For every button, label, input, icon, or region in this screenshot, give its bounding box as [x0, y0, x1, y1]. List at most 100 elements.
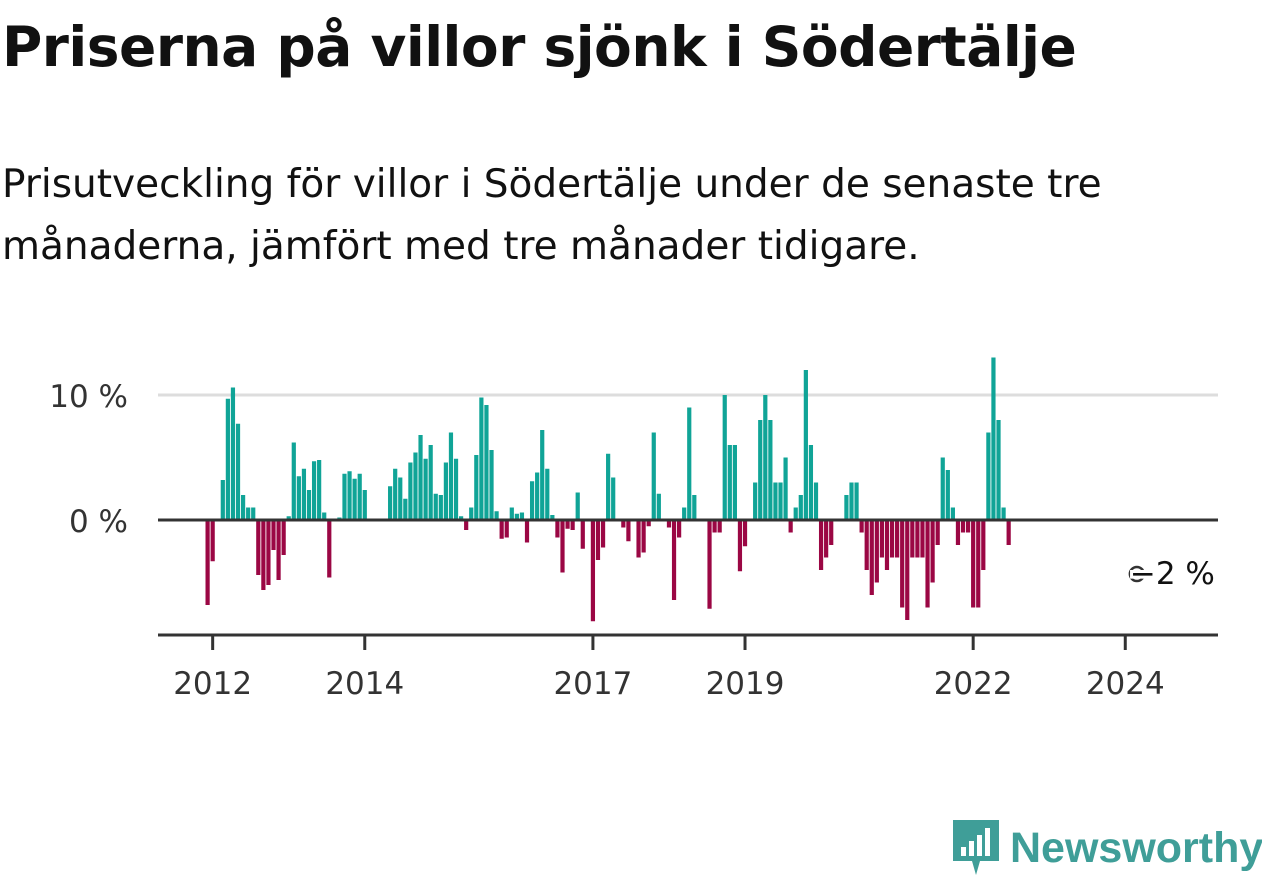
- bar-14: [276, 520, 281, 580]
- bar-41: [413, 452, 418, 520]
- bar-11: [261, 520, 266, 590]
- bar-57: [494, 511, 499, 520]
- bar-109: [758, 420, 763, 520]
- bar-94: [682, 507, 687, 520]
- bar-48: [448, 432, 454, 520]
- bar-0: [205, 520, 210, 605]
- bar-37: [393, 468, 398, 520]
- bar-56: [489, 450, 494, 520]
- bar-62: [519, 512, 525, 520]
- bar-17: [291, 442, 296, 520]
- bar-30: [357, 473, 362, 520]
- bar-144: [935, 520, 940, 545]
- bar-142: [925, 520, 930, 608]
- bar-19: [301, 468, 307, 520]
- bar-18: [296, 476, 301, 520]
- bar-88: [651, 432, 656, 520]
- bar-chart-speech-bubble-icon: [953, 820, 999, 875]
- bar-15: [281, 520, 286, 555]
- bar-28: [347, 471, 352, 520]
- annotation-group: −2 %: [1127, 553, 1218, 595]
- bar-79: [606, 453, 611, 520]
- bar-52: [469, 507, 474, 520]
- bar-85: [636, 520, 641, 558]
- bar-29: [352, 478, 357, 520]
- bar-91: [666, 520, 672, 528]
- bar-77: [595, 520, 601, 560]
- bar-105: [737, 520, 743, 572]
- bar-101: [717, 520, 722, 533]
- bar-83: [626, 520, 631, 542]
- bar-150: [966, 520, 971, 533]
- bar-152: [976, 520, 981, 608]
- bar-130: [864, 520, 869, 570]
- bar-114: [783, 457, 788, 520]
- bar-138: [905, 520, 910, 620]
- bar-5: [230, 387, 236, 520]
- bar-23: [322, 512, 327, 520]
- bar-54: [479, 397, 484, 520]
- bar-80: [611, 477, 616, 520]
- bar-16: [286, 516, 291, 520]
- axes: [158, 518, 1218, 650]
- bar-72: [570, 520, 575, 530]
- bars: [205, 357, 1011, 622]
- bar-44: [428, 445, 433, 520]
- annotation-marker: [1128, 565, 1146, 583]
- x-tick-label-2017: 2017: [553, 666, 632, 702]
- bar-110: [763, 395, 768, 520]
- bar-67: [545, 468, 550, 520]
- bar-140: [915, 520, 920, 558]
- bar-60: [509, 507, 514, 520]
- bar-95: [687, 407, 692, 520]
- bar-4: [225, 398, 230, 520]
- bar-154: [986, 432, 991, 520]
- bar-51: [464, 520, 469, 530]
- bar-93: [677, 520, 682, 538]
- x-tick-label-2019: 2019: [706, 666, 785, 702]
- bar-149: [960, 520, 966, 533]
- bar-9: [251, 507, 256, 520]
- bar-87: [646, 520, 651, 527]
- bar-78: [600, 520, 606, 548]
- x-tick-label-2022: 2022: [934, 666, 1013, 702]
- bar-104: [732, 445, 737, 520]
- bar-22: [317, 460, 322, 520]
- bar-96: [692, 495, 697, 520]
- brand-name: Newsworthy: [1010, 823, 1262, 872]
- bar-157: [1001, 507, 1006, 520]
- bar-31: [362, 490, 367, 520]
- bar-39: [403, 498, 408, 520]
- bar-121: [818, 520, 824, 570]
- bar-111: [768, 420, 773, 520]
- bar-148: [955, 520, 961, 545]
- bar-46: [438, 495, 443, 520]
- bar-122: [824, 520, 829, 558]
- bar-45: [433, 493, 438, 520]
- bar-134: [884, 520, 890, 570]
- bar-120: [813, 482, 819, 520]
- annotation-label: −2 %: [1130, 556, 1215, 592]
- y-tick-label-10: 10 %: [49, 379, 128, 415]
- bar-132: [874, 520, 879, 583]
- bar-153: [981, 520, 986, 570]
- bar-13: [271, 520, 276, 550]
- bar-76: [590, 520, 596, 622]
- bar-70: [560, 520, 565, 573]
- bar-145: [940, 457, 945, 520]
- bar-119: [808, 445, 814, 520]
- bar-59: [504, 520, 509, 538]
- bar-61: [514, 513, 519, 520]
- bar-58: [499, 520, 504, 539]
- bar-40: [408, 462, 413, 520]
- bar-47: [443, 462, 448, 520]
- bar-129: [859, 520, 864, 533]
- bar-131: [869, 520, 874, 595]
- bar-24: [327, 520, 332, 578]
- bar-7: [240, 495, 246, 520]
- bar-151: [971, 520, 976, 608]
- bar-53: [474, 455, 479, 520]
- bar-137: [900, 520, 905, 608]
- bar-113: [778, 482, 783, 520]
